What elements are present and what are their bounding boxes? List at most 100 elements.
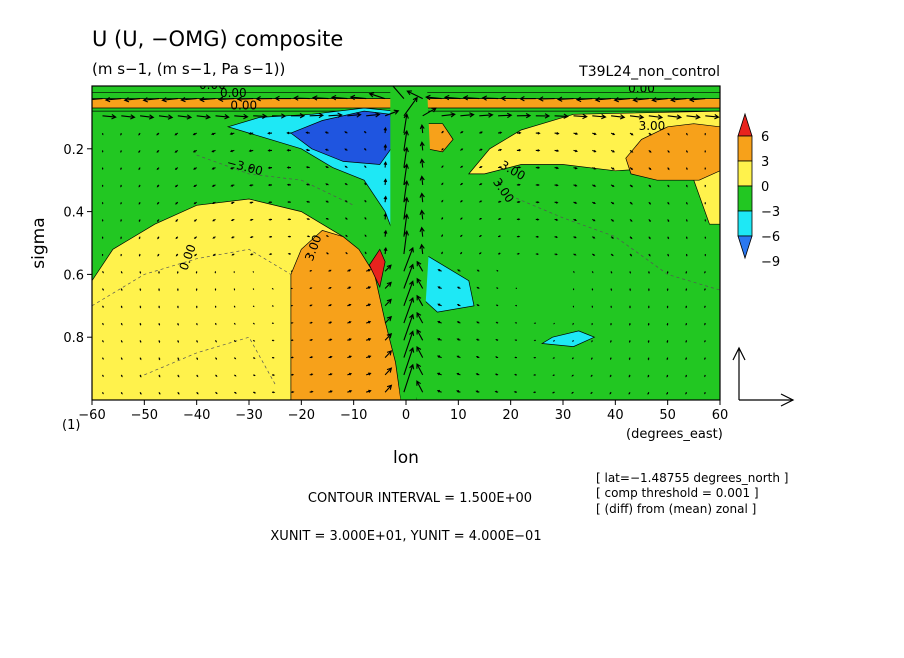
vector-arrow-430 <box>272 323 273 324</box>
vector-arrow-287 <box>536 236 538 237</box>
y-tick-label-3: 0.8 <box>63 331 84 346</box>
vector-arrow-412 <box>516 305 517 306</box>
vector-arrow-448 <box>611 323 612 324</box>
vector-arrow-509 <box>515 357 517 358</box>
vector-arrow-489 <box>140 358 141 360</box>
vector-arrow-486 <box>705 340 706 341</box>
vector-arrow-296 <box>705 237 706 238</box>
colorbar-label-0: 6 <box>761 130 769 145</box>
contour-interval-text: CONTOUR INTERVAL = 1.500E+00 <box>308 491 532 506</box>
vector-arrow-513 <box>592 358 593 359</box>
vector-arrow-333 <box>159 271 160 273</box>
vector-arrow-491 <box>178 358 179 360</box>
vector-arrow-545 <box>572 375 573 376</box>
vector-arrow-460 <box>216 340 217 341</box>
vector-arrow-352 <box>592 271 593 272</box>
x-tick-label-4: −20 <box>288 408 315 423</box>
vector-arrow-309 <box>327 253 329 254</box>
vector-arrow-229 <box>686 202 687 204</box>
vector-arrow-484 <box>667 340 668 342</box>
vector-arrow-415 <box>611 306 612 307</box>
vector-arrow-388 <box>686 289 687 291</box>
info-line-1: [ lat=−1.48755 degrees_north ] <box>596 471 788 485</box>
vector-arrow-311 <box>365 253 366 255</box>
vector-arrow-276 <box>327 236 329 237</box>
vector-arrow-414 <box>592 306 593 307</box>
vector-arrow-450 <box>648 323 649 325</box>
vector-arrow-315 <box>442 253 443 255</box>
vector-arrow-386 <box>649 289 650 291</box>
vector-arrow-543 <box>534 375 536 376</box>
vector-arrow-97 <box>687 133 688 135</box>
vector-arrow-488 <box>121 358 122 360</box>
vector-arrow-487 <box>103 358 104 359</box>
vector-arrow-99 <box>102 150 103 151</box>
vector-arrow-365 <box>215 289 216 290</box>
vector-arrow-481 <box>611 340 612 342</box>
vector-arrow-578 <box>572 392 573 393</box>
vector-arrow-130 <box>686 150 687 152</box>
contour-label-2: 0.00 <box>230 99 257 113</box>
vector-arrow-551 <box>686 375 687 377</box>
vector-arrow-480 <box>592 340 593 341</box>
vector-arrow-462 <box>253 340 254 341</box>
vector-arrow-398 <box>253 306 254 307</box>
vector-arrow-330 <box>103 271 104 272</box>
vector-arrow-362 <box>159 289 160 291</box>
vector-arrow-515 <box>629 358 630 360</box>
vector-arrow-428 <box>234 323 235 324</box>
x-tick-label-11: 50 <box>659 408 676 423</box>
vector-arrow-475 <box>496 340 498 341</box>
x-axis-label: lon <box>393 448 419 468</box>
x-tick-label-2: −40 <box>183 408 210 423</box>
vector-arrow-585 <box>705 392 706 393</box>
vector-arrow-335 <box>196 271 197 272</box>
vector-arrow-231 <box>102 219 103 220</box>
vector-arrow-364 <box>196 289 197 291</box>
vector-arrow-383 <box>592 289 593 290</box>
unit-vector-key <box>733 348 793 406</box>
vector-arrow-576 <box>534 392 536 393</box>
vector-arrow-458 <box>178 340 179 342</box>
colorbar-label-3: −3 <box>761 205 780 220</box>
vector-arrow-512 <box>573 358 574 359</box>
vector-arrow-542 <box>515 374 517 375</box>
vector-arrow-456 <box>140 340 141 342</box>
vector-arrow-401 <box>310 305 312 306</box>
vector-arrow-463 <box>272 340 273 341</box>
vector-arrow-340 <box>310 271 311 272</box>
vector-arrow-252 <box>498 219 500 220</box>
vector-arrow-306 <box>270 254 272 255</box>
vector-arrow-493 <box>216 358 217 359</box>
vector-arrow-249 <box>442 218 443 219</box>
vector-arrow-426 <box>197 323 198 324</box>
vector-arrow-354 <box>630 271 631 273</box>
vector-arrow-492 <box>197 358 198 360</box>
vector-arrow-264 <box>102 237 103 238</box>
vector-arrow-380 <box>497 288 498 289</box>
chart-title: U (U, −OMG) composite <box>92 27 343 51</box>
vector-arrow-395 <box>196 306 197 308</box>
vector-arrow-200 <box>139 202 140 204</box>
vector-arrow-66 <box>102 133 103 134</box>
vector-arrow-332 <box>140 271 141 273</box>
vector-arrow-477 <box>535 340 536 341</box>
colorbar-segment-1 <box>738 161 752 186</box>
y-tick-label-0: 0.2 <box>63 143 84 158</box>
vector-arrow-327 <box>668 254 669 256</box>
vector-arrow-370 <box>310 288 312 289</box>
vector-arrow-400 <box>291 305 292 306</box>
vector-arrow-521 <box>121 375 122 376</box>
vector-arrow-422 <box>121 323 122 324</box>
vector-arrow-230 <box>705 202 706 203</box>
vector-arrow-517 <box>667 358 668 360</box>
vector-arrow-485 <box>686 340 687 342</box>
vector-arrow-552 <box>705 375 706 376</box>
vector-arrow-490 <box>159 358 160 360</box>
vector-arrow-394 <box>178 306 179 308</box>
vector-arrow-278 <box>365 235 366 236</box>
vector-arrow-295 <box>686 237 687 239</box>
x-tick-label-7: 10 <box>450 408 467 423</box>
vector-arrow-165 <box>102 185 103 186</box>
x-tick-label-0: −60 <box>78 408 105 423</box>
